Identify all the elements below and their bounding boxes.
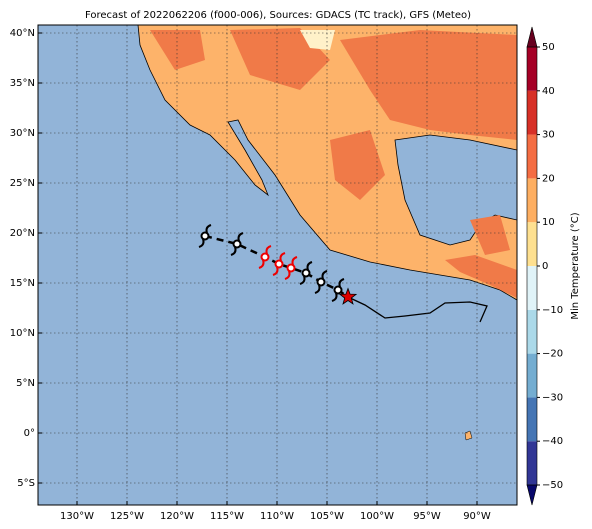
storm-arm [272, 252, 286, 276]
storm-arm [230, 232, 244, 256]
colorbar-tick-label: 40 [542, 86, 555, 97]
storm-marker [316, 277, 326, 287]
x-tick-label: 125°W [110, 511, 144, 522]
colorbar-band [527, 90, 537, 135]
colorbar-tick-label: −40 [542, 436, 563, 447]
x-tick-label: 110°W [260, 511, 294, 522]
storm-marker [232, 239, 242, 249]
colorbar-tick-label: 50 [542, 42, 555, 53]
y-tick-label: 10°N [10, 328, 35, 339]
colorbar-extend-bottom [526, 484, 538, 506]
y-tick-label: 20°N [10, 228, 35, 239]
colorbar-band [527, 178, 537, 223]
colorbar-band [527, 47, 537, 91]
colorbar-tick-label: −10 [542, 305, 563, 316]
storm-marker [274, 259, 284, 269]
colorbar-extend-top [526, 26, 538, 48]
colorbar-label: Min Temperature (°C) [570, 212, 581, 319]
colorbar-tick-label: −30 [542, 392, 563, 403]
colorbar-tick-label: −20 [542, 349, 563, 360]
current-position [338, 287, 358, 305]
y-tick-label: 40°N [10, 28, 35, 39]
storm-marker [286, 263, 296, 273]
y-tick-label: 5°N [16, 378, 35, 389]
colorbar-band [527, 441, 537, 485]
colorbar-band [527, 266, 537, 310]
colorbar-tick-label: 10 [542, 217, 555, 228]
x-tick-label: 100°W [360, 511, 394, 522]
colorbar-band [527, 222, 537, 266]
y-tick-label: 25°N [10, 178, 35, 189]
y-tick-label: 0° [24, 428, 35, 439]
colorbar-tick-label: 30 [542, 130, 555, 141]
colorbar-band [527, 397, 537, 442]
x-tick-label: 120°W [160, 511, 194, 522]
colorbar-tick-label: 20 [542, 173, 555, 184]
colorbar-band [527, 309, 537, 354]
y-tick-label: 35°N [10, 78, 35, 89]
y-tick-label: 5°S [17, 478, 35, 489]
past-track [347, 296, 488, 323]
storm-arm [284, 256, 298, 280]
storm-arm [331, 278, 345, 302]
storm-arm [299, 261, 313, 285]
x-tick-label: 105°W [310, 511, 344, 522]
x-tick-label: 130°W [60, 511, 94, 522]
colorbar-band [527, 134, 537, 179]
colorbar-band [527, 353, 537, 398]
forecast-track [204, 234, 349, 299]
storm-marker [260, 252, 270, 262]
storm-marker [301, 268, 311, 278]
storm-arm [258, 245, 272, 269]
colorbar-tick-label: 0 [542, 261, 548, 272]
map-title: Forecast of 2022062206 (f000-006), Sourc… [85, 10, 471, 21]
colorbar-tick-label: −50 [542, 480, 563, 491]
y-tick-label: 15°N [10, 278, 35, 289]
storm-arm [198, 224, 212, 248]
storm-marker [200, 231, 210, 241]
x-tick-label: 95°W [413, 511, 441, 522]
x-tick-label: 115°W [210, 511, 244, 522]
x-tick-label: 90°W [463, 511, 491, 522]
storm-marker [333, 285, 343, 295]
y-tick-label: 30°N [10, 128, 35, 139]
storm-arm [314, 270, 328, 294]
land [137, 25, 517, 441]
